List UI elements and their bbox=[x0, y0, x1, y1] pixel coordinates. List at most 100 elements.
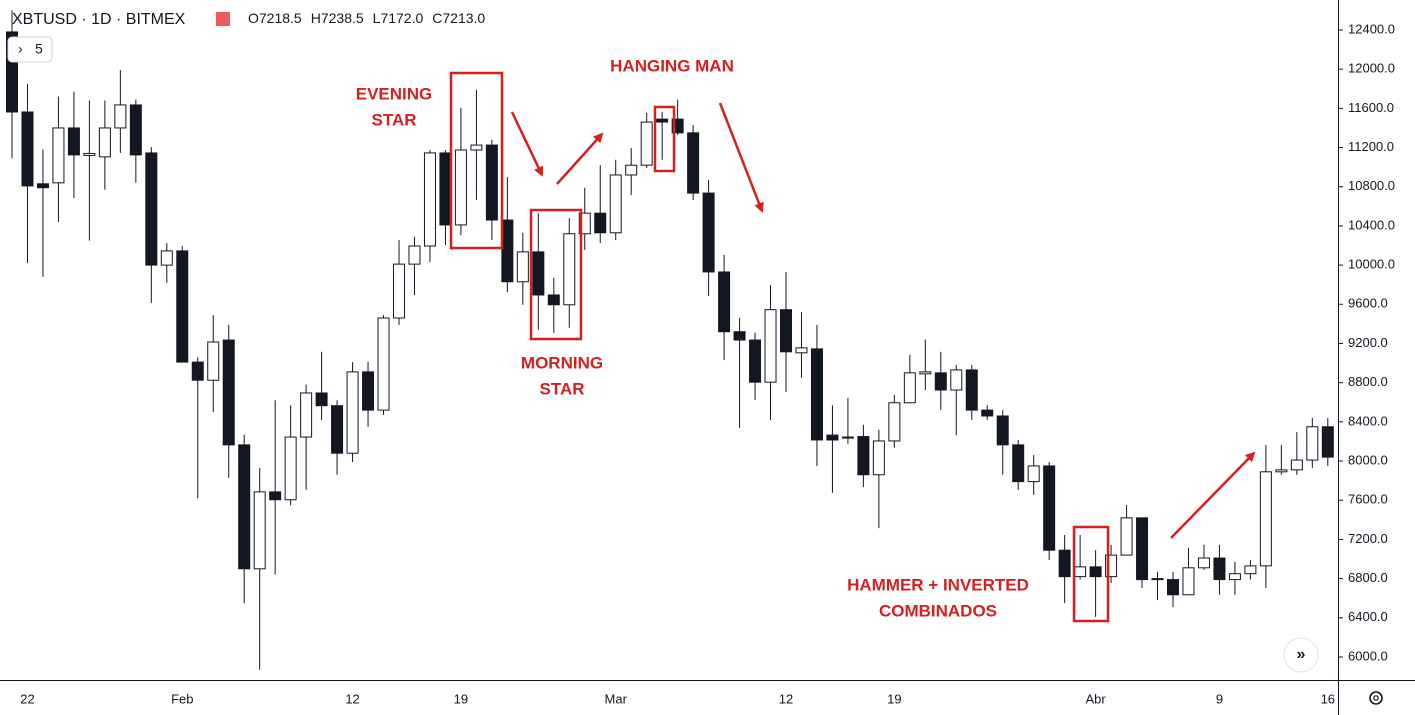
y-tick-label: 12000.0 bbox=[1348, 61, 1395, 76]
settings[interactable] bbox=[1369, 691, 1383, 705]
candle-body bbox=[501, 219, 514, 283]
x-tick-label: 16 bbox=[1321, 691, 1335, 706]
candle-body bbox=[1151, 578, 1164, 581]
pattern-boxes bbox=[449, 71, 1110, 623]
candle-body bbox=[284, 436, 297, 501]
candle-body bbox=[1228, 573, 1241, 581]
candle-body bbox=[114, 104, 127, 129]
evening-star-box bbox=[449, 71, 504, 250]
scroll-button[interactable]: » bbox=[1283, 637, 1319, 673]
candle-body bbox=[129, 104, 142, 156]
candle-body bbox=[145, 152, 158, 266]
annotation: STAR bbox=[539, 379, 584, 398]
candle-body bbox=[346, 371, 359, 454]
candle-body bbox=[439, 152, 452, 226]
morning-star-box bbox=[529, 208, 583, 341]
candle-body bbox=[300, 392, 313, 438]
candle-body bbox=[656, 118, 669, 123]
x-tick-label: 12 bbox=[345, 691, 359, 706]
y-tick-label: 6800.0 bbox=[1348, 570, 1388, 585]
y-tick-label: 8000.0 bbox=[1348, 452, 1388, 467]
y-tick-label: 10800.0 bbox=[1348, 178, 1395, 193]
candle-body bbox=[1290, 459, 1303, 471]
candle-body bbox=[532, 251, 545, 296]
indicator-button[interactable] bbox=[7, 36, 53, 63]
candle-body bbox=[826, 434, 839, 441]
candle-body bbox=[253, 491, 266, 570]
gear-icon[interactable] bbox=[1369, 691, 1383, 705]
candle-body bbox=[640, 121, 653, 166]
candle-body bbox=[702, 192, 715, 273]
candle-body bbox=[485, 144, 498, 221]
y-tick-label: 10400.0 bbox=[1348, 217, 1395, 232]
candle-body bbox=[733, 331, 746, 341]
y-tick-label: 11200.0 bbox=[1348, 139, 1394, 154]
candle-body bbox=[21, 111, 34, 187]
candle-body bbox=[377, 317, 390, 411]
candle-body bbox=[1167, 579, 1179, 596]
annotation: COMBINADOS bbox=[879, 601, 997, 620]
y-tick-label: 8800.0 bbox=[1348, 374, 1388, 389]
chevron: › bbox=[18, 41, 23, 57]
x-tick-label: Mar bbox=[605, 691, 628, 706]
candle-body bbox=[238, 444, 251, 570]
exchange-flag bbox=[216, 12, 230, 26]
candle-body bbox=[1244, 565, 1257, 575]
candle-body bbox=[841, 436, 854, 439]
ohlc-value: C7213.0 bbox=[432, 10, 485, 26]
candle-body bbox=[160, 250, 173, 266]
candle-body bbox=[315, 392, 328, 407]
y-tick-label: 6000.0 bbox=[1348, 648, 1388, 663]
ohlc-value: L7172.0 bbox=[373, 10, 424, 26]
candle-body bbox=[563, 233, 576, 306]
y-tick-label: 11600.0 bbox=[1348, 100, 1394, 115]
candle-body bbox=[950, 369, 963, 391]
candle-body bbox=[594, 212, 607, 234]
candle-body bbox=[176, 250, 189, 363]
candle-body bbox=[1213, 557, 1226, 581]
candle-body bbox=[83, 152, 96, 156]
candle-body bbox=[1027, 465, 1040, 483]
candle-body bbox=[191, 361, 204, 381]
candle-body bbox=[269, 491, 282, 501]
candle-body bbox=[1182, 567, 1195, 596]
symbol-title: XBTUSD · 1D · BITMEX bbox=[12, 11, 186, 28]
candle-body bbox=[423, 152, 436, 247]
indicator-count: 5 bbox=[35, 41, 43, 57]
hammer-box bbox=[1072, 525, 1110, 623]
candle-body bbox=[1043, 465, 1056, 551]
candle-body bbox=[965, 369, 978, 411]
y-tick-label: 7600.0 bbox=[1348, 492, 1388, 507]
candle-body bbox=[470, 144, 483, 151]
candle-body bbox=[331, 405, 344, 454]
candle-body bbox=[516, 251, 529, 283]
x-tick-label: 22 bbox=[20, 691, 34, 706]
y-tick-label: 9600.0 bbox=[1348, 296, 1388, 311]
y-tick-label: 8400.0 bbox=[1348, 413, 1388, 428]
candle-body bbox=[1136, 517, 1149, 581]
y-tick-label: 12400.0 bbox=[1348, 21, 1395, 36]
annotation: MORNING bbox=[521, 353, 603, 372]
candle-body bbox=[1058, 549, 1071, 578]
candle-body bbox=[1089, 566, 1102, 578]
scroll-to-latest[interactable] bbox=[1283, 637, 1319, 673]
candle-body bbox=[1197, 557, 1210, 569]
ohlc-value: H7238.5 bbox=[311, 10, 364, 26]
candle-body bbox=[764, 309, 777, 383]
candle-body bbox=[1012, 444, 1025, 483]
arrows bbox=[510, 102, 1256, 539]
candle-body bbox=[888, 402, 901, 442]
x-tick-label: 12 bbox=[779, 691, 793, 706]
candle-body bbox=[671, 118, 684, 134]
arrow bbox=[510, 111, 544, 177]
indicator-toggle[interactable]: › 5 bbox=[7, 36, 53, 63]
candle-body bbox=[1321, 426, 1334, 458]
candle-body bbox=[454, 149, 467, 226]
candle-body bbox=[1120, 517, 1133, 556]
candle-body bbox=[934, 372, 947, 391]
candle-body bbox=[1275, 469, 1288, 473]
candles bbox=[6, 10, 1334, 670]
ohlc-value: O7218.5 bbox=[248, 10, 302, 26]
candle-body bbox=[857, 436, 870, 476]
